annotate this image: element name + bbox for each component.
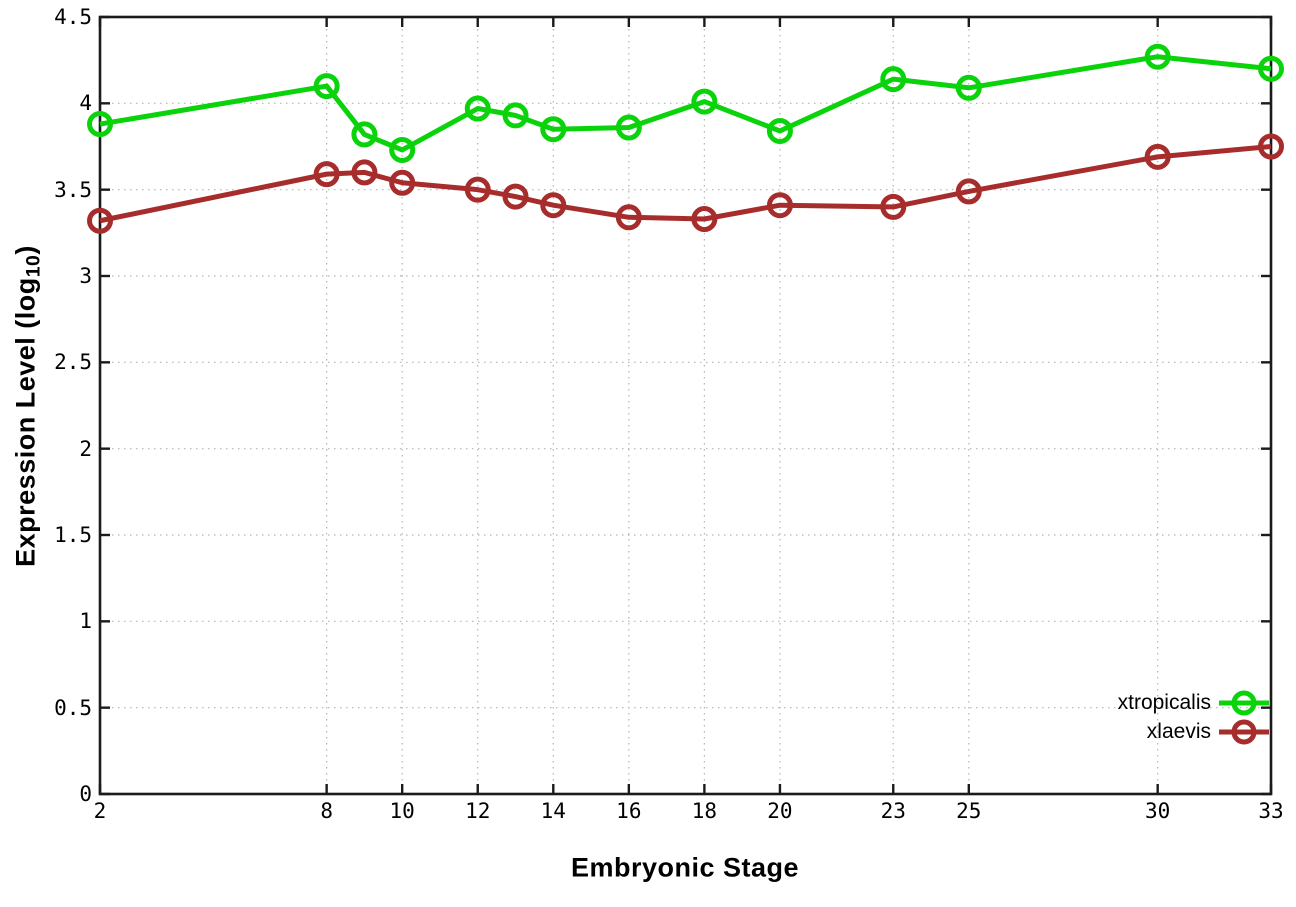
x-tick-label-30: 30 (1145, 799, 1171, 823)
data-point-xlaevis-12 (464, 176, 491, 203)
data-point-xlaevis-33 (1258, 133, 1284, 160)
plot-border (98, 15, 1273, 796)
legend-label-xlaevis: xlaevis (1146, 720, 1211, 743)
data-point-xtropicalis-25 (955, 74, 982, 101)
data-point-xtropicalis-23 (880, 66, 907, 93)
x-tick-label-12: 12 (465, 799, 491, 823)
series-line-xtropicalis (99, 54, 1272, 153)
x-tick-label-25: 25 (956, 799, 982, 823)
data-point-xtropicalis-30 (1144, 43, 1171, 70)
data-point-xlaevis-10 (389, 169, 416, 196)
data-point-xtropicalis-8 (313, 73, 340, 100)
data-point-xtropicalis-13 (502, 102, 529, 129)
data-point-xtropicalis-20 (766, 117, 793, 144)
x-tick-label-8: 8 (320, 799, 333, 823)
y-tick-label-2: 2 (79, 436, 92, 461)
data-point-xlaevis-18 (691, 206, 718, 233)
data-point-xlaevis-16 (615, 204, 642, 231)
series-line-xlaevis (99, 144, 1272, 224)
data-point-xlaevis-2 (87, 207, 113, 234)
data-point-xtropicalis-9 (351, 121, 378, 148)
x-axis-title: Embryonic Stage (570, 852, 800, 883)
y-tick-label-4.5: 4.5 (54, 5, 92, 29)
y-tick-label-1: 1 (79, 609, 92, 634)
y-tick-label-3.5: 3.5 (54, 177, 92, 202)
y-tick-label-1.5: 1.5 (54, 523, 92, 547)
y-tick-label-0.5: 0.5 (54, 695, 92, 720)
data-point-xlaevis-8 (313, 161, 340, 188)
data-point-xlaevis-30 (1144, 143, 1171, 170)
data-point-xtropicalis-12 (464, 95, 491, 122)
data-point-xtropicalis-16 (615, 114, 642, 141)
x-tick-label-10: 10 (389, 799, 415, 823)
y-tick-label-0: 0 (79, 782, 92, 806)
y-tick-label-4: 4 (79, 91, 92, 116)
x-tick-label-33: 33 (1258, 799, 1284, 823)
data-point-xlaevis-14 (540, 192, 567, 219)
legend-item-xtropicalis: xtropicalis (1118, 688, 1270, 717)
x-tick-label-20: 20 (767, 799, 793, 823)
legend-label-xtropicalis: xtropicalis (1117, 691, 1211, 714)
data-point-xlaevis-25 (955, 178, 982, 205)
data-point-xtropicalis-2 (87, 111, 113, 138)
y-tick-label-3: 3 (79, 264, 92, 288)
legend-item-xlaevis: xlaevis (1147, 717, 1270, 746)
data-point-xtropicalis-14 (540, 116, 567, 143)
data-point-xtropicalis-33 (1258, 55, 1284, 82)
data-point-xlaevis-9 (351, 159, 378, 186)
legend-key-xlaevis-icon (1219, 719, 1269, 744)
x-tick-label-14: 14 (540, 799, 566, 823)
x-tick-label-23: 23 (880, 799, 906, 823)
data-point-xlaevis-23 (880, 193, 907, 220)
data-point-xlaevis-13 (502, 183, 529, 210)
legend-key-xtropicalis-icon (1219, 690, 1269, 715)
y-tick-label-2.5: 2.5 (54, 350, 92, 375)
x-tick-label-2: 2 (93, 799, 107, 823)
x-tick-label-16: 16 (616, 799, 642, 823)
data-point-xlaevis-20 (766, 192, 793, 219)
y-axis-title: Expression Level (log10) (10, 245, 45, 567)
x-tick-label-18: 18 (691, 799, 718, 823)
y-axis-title-suffix: ) (10, 245, 41, 255)
data-point-xtropicalis-18 (691, 88, 718, 115)
data-point-xtropicalis-10 (389, 136, 416, 163)
